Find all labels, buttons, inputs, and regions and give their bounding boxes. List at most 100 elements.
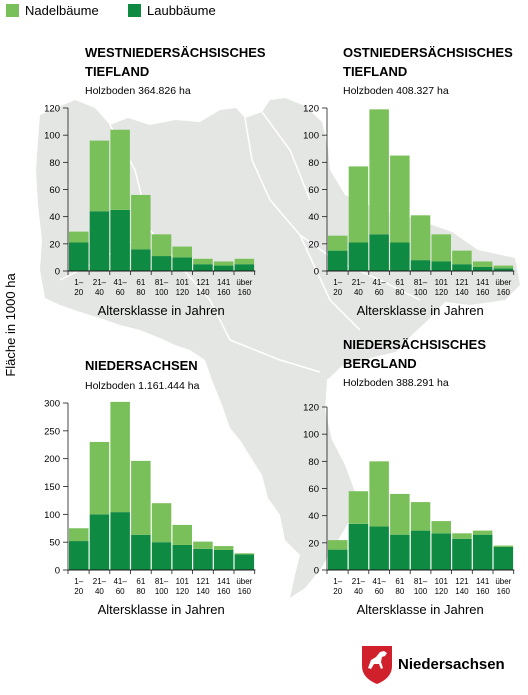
- x-tick-label: 41–: [372, 278, 386, 287]
- x-tick-label: 40: [95, 587, 104, 596]
- x-tick-label: 160: [476, 587, 490, 596]
- horse-shield-icon: [362, 646, 392, 684]
- bar-nadelbaeume: [193, 258, 213, 265]
- bar-nadelbaeume: [452, 533, 472, 539]
- x-tick-label: 60: [116, 288, 125, 297]
- x-axis-label: Altersklasse in Jahren: [357, 303, 484, 318]
- x-tick-label: 41–: [372, 577, 386, 586]
- bar-nadelbaeume: [69, 231, 89, 243]
- panel-berg-title-line1: NIEDERSÄCHSISCHES: [343, 337, 486, 352]
- x-tick-label: 81–: [414, 577, 428, 586]
- x-tick-label: 121: [196, 278, 210, 287]
- chart-bergland: 0204060801001201–2021–4041–60618081–1001…: [303, 403, 515, 617]
- chart-west: 0204060801001201–2021–4041–60618081–1001…: [44, 104, 256, 318]
- x-tick-label: über: [495, 278, 511, 287]
- x-tick-label: 160: [497, 288, 511, 297]
- y-tick-label: 120: [44, 104, 60, 115]
- y-tick-label: 40: [308, 511, 319, 522]
- bar-laubbaeume: [493, 546, 514, 570]
- x-tick-label: 121: [196, 577, 210, 586]
- bar-nadelbaeume: [193, 541, 213, 549]
- white-horse-icon: [368, 651, 387, 669]
- bar-nadelbaeume: [328, 540, 348, 550]
- x-tick-label: 61: [395, 278, 404, 287]
- x-tick-label: 141: [476, 278, 490, 287]
- bar-laubbaeume: [110, 209, 130, 271]
- x-tick-label: 101: [176, 577, 190, 586]
- y-tick-label: 100: [44, 131, 60, 142]
- bar-laubbaeume: [452, 538, 472, 570]
- x-tick-label: 60: [375, 288, 384, 297]
- bar-laubbaeume: [390, 534, 410, 570]
- legend-swatch-nadelbaeume: [6, 4, 19, 17]
- y-tick-label: 100: [303, 430, 319, 441]
- bar-nadelbaeume: [348, 491, 369, 524]
- y-tick-label: 0: [314, 566, 319, 577]
- y-tick-label: 120: [303, 403, 319, 414]
- panel-ost-title-line2: TIEFLAND: [343, 64, 407, 79]
- y-tick-label: 300: [44, 399, 60, 410]
- bar-laubbaeume: [131, 249, 151, 271]
- bar-nadelbaeume: [410, 502, 431, 531]
- y-tick-label: 40: [308, 212, 319, 223]
- x-tick-label: 160: [238, 288, 252, 297]
- x-tick-label: 160: [238, 587, 252, 596]
- bar-laubbaeume: [131, 534, 151, 570]
- panel-ost-header: OSTNIEDERSÄCHSISCHES TIEFLAND Holzboden …: [343, 45, 513, 97]
- bar-laubbaeume: [410, 260, 431, 271]
- bar-nadelbaeume: [110, 129, 130, 210]
- x-tick-label: 40: [95, 288, 104, 297]
- bar-nadelbaeume: [472, 530, 493, 535]
- x-tick-label: 61: [395, 577, 404, 586]
- bar-laubbaeume: [348, 242, 369, 271]
- x-tick-label: 80: [136, 587, 145, 596]
- x-tick-label: 40: [354, 587, 363, 596]
- bar-nadelbaeume: [172, 524, 192, 545]
- bar-nadelbaeume: [110, 401, 130, 513]
- bar-laubbaeume: [328, 549, 348, 570]
- bar-nadelbaeume: [410, 215, 431, 261]
- legend: Nadelbäume Laubbäume: [6, 3, 216, 18]
- panel-ost-title-line1: OSTNIEDERSÄCHSISCHES: [343, 45, 513, 60]
- x-tick-label: 160: [497, 587, 511, 596]
- bar-nadelbaeume: [234, 553, 255, 555]
- bar-laubbaeume: [472, 534, 493, 570]
- bar-laubbaeume: [151, 256, 172, 271]
- bar-nadelbaeume: [151, 234, 172, 257]
- bar-laubbaeume: [493, 268, 514, 271]
- bar-nadelbaeume: [328, 235, 348, 251]
- y-tick-label: 60: [49, 185, 60, 196]
- x-tick-label: 21–: [352, 577, 366, 586]
- x-tick-label: 40: [354, 288, 363, 297]
- x-tick-label: 20: [333, 587, 342, 596]
- bar-laubbaeume: [410, 530, 431, 570]
- x-tick-label: 140: [455, 587, 469, 596]
- bar-laubbaeume: [172, 257, 192, 271]
- bar-nadelbaeume: [172, 246, 192, 258]
- y-tick-label: 60: [308, 185, 319, 196]
- y-tick-label: 250: [44, 426, 60, 437]
- y-tick-label: 100: [303, 131, 319, 142]
- panel-nds-title-line1: NIEDERSACHSEN: [85, 358, 198, 373]
- panel-west-title-line1: WESTNIEDERSÄCHSISCHES: [85, 45, 266, 60]
- x-tick-label: 20: [74, 587, 83, 596]
- bar-nadelbaeume: [89, 441, 110, 515]
- bar-laubbaeume: [431, 533, 451, 570]
- bar-nadelbaeume: [131, 194, 151, 250]
- panel-berg-title-line2: BERGLAND: [343, 356, 417, 371]
- x-tick-label: 100: [414, 587, 428, 596]
- x-tick-label: 41–: [113, 577, 127, 586]
- x-tick-label: 41–: [113, 278, 127, 287]
- bar-laubbaeume: [110, 512, 130, 570]
- y-tick-label: 0: [55, 267, 60, 278]
- y-tick-label: 20: [49, 239, 60, 250]
- bar-laubbaeume: [472, 266, 493, 271]
- x-tick-label: 21–: [93, 278, 107, 287]
- bar-nadelbaeume: [390, 155, 410, 243]
- x-tick-label: 160: [217, 288, 231, 297]
- x-tick-label: 160: [476, 288, 490, 297]
- bar-laubbaeume: [193, 264, 213, 271]
- x-tick-label: 100: [155, 587, 169, 596]
- bar-nadelbaeume: [493, 265, 514, 269]
